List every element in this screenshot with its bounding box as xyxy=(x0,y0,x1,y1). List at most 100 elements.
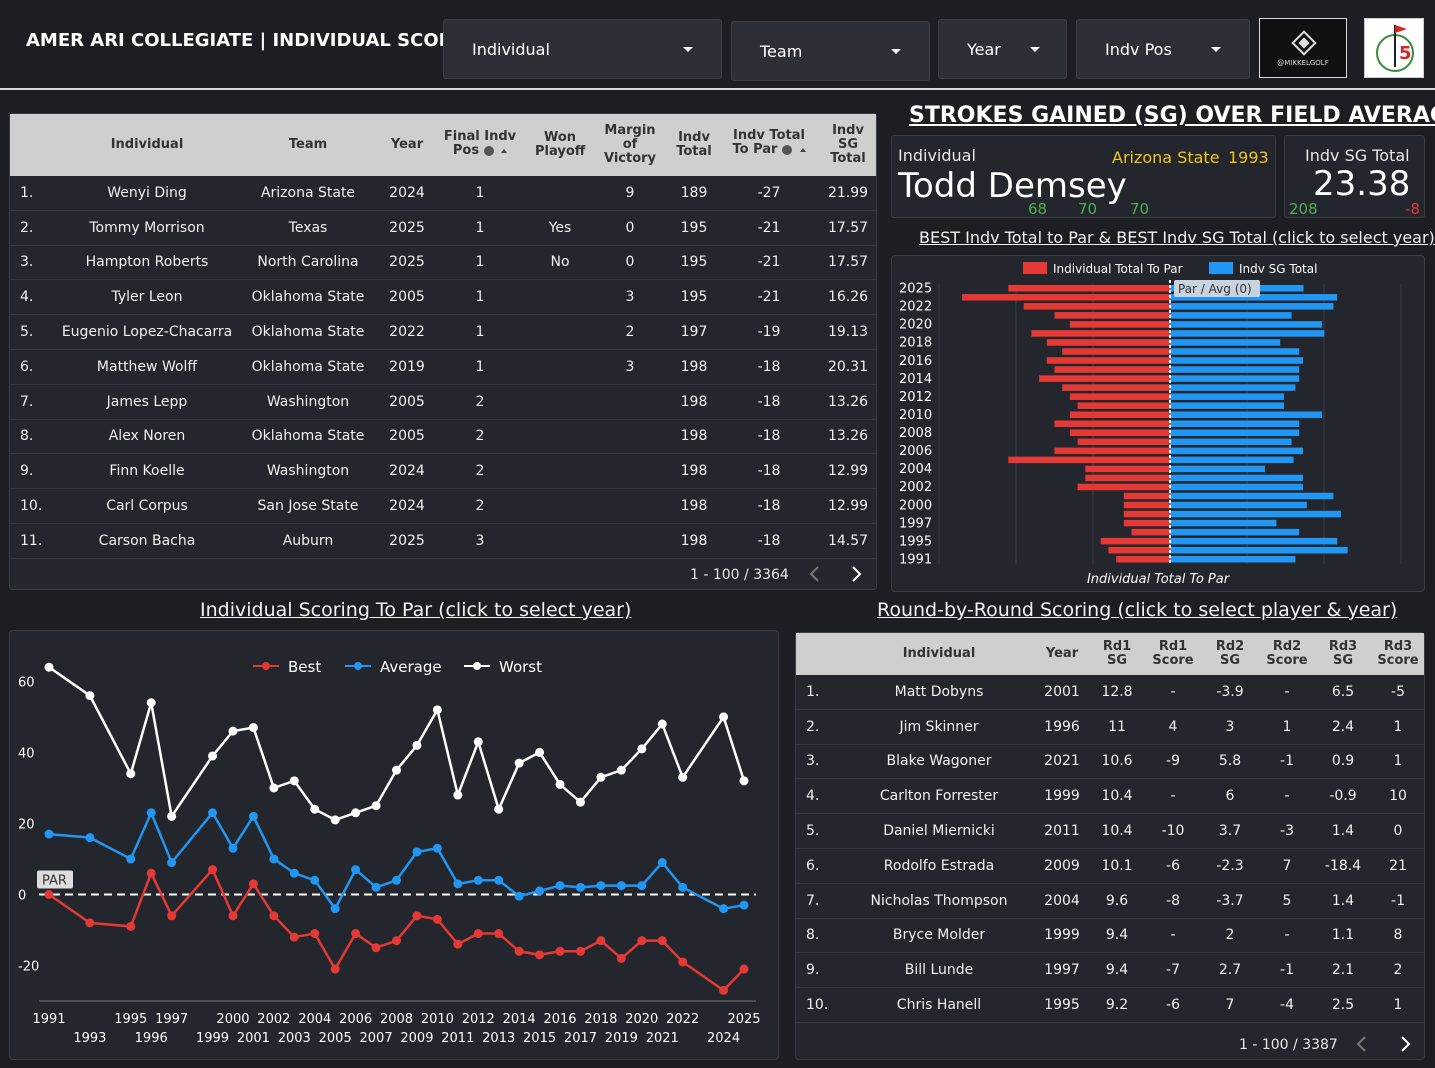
table-row[interactable]: 4. Carlton Forrester 1999 10.4 - 6 - -0.9 10 xyxy=(796,779,1424,815)
table-row[interactable]: 7. James Lepp Washington 2005 2 198 -18 13.26 xyxy=(10,385,876,420)
col-to-par[interactable]: Indv Total To Par xyxy=(732,128,806,157)
cell-final-pos: 1 xyxy=(475,184,485,201)
cell-individual: Wenyi Ding xyxy=(107,184,187,201)
y-tick-label: 2025 xyxy=(899,282,932,297)
col-team[interactable]: Team xyxy=(288,137,328,152)
next-page-icon[interactable] xyxy=(1396,1035,1414,1053)
col-year[interactable]: Year xyxy=(390,137,424,152)
data-point-worst xyxy=(85,691,95,701)
table-row[interactable]: 4. Tyler Leon Oklahoma State 2005 1 3 195 -21 16… xyxy=(10,280,876,316)
table-row[interactable]: 9. Finn Koelle Washington 2024 2 198 -18 12.99 xyxy=(10,454,876,490)
team-filter-dropdown[interactable]: Team xyxy=(731,21,930,81)
scoring-to-par-line-chart[interactable]: Best Average Worst 60 40 20 0 -20 PAR 1991 1995 199… xyxy=(10,631,778,1059)
data-point-average xyxy=(44,829,54,839)
col-individual[interactable]: Individual xyxy=(110,137,184,152)
col-rd3-sg[interactable]: Rd3 SG xyxy=(1328,639,1358,668)
cell-team: Oklahoma State xyxy=(251,428,365,445)
legend-swatch-to-par xyxy=(1023,262,1047,274)
data-point-best xyxy=(616,953,626,963)
cell-indv-total: 198 xyxy=(680,463,708,480)
position-filter-dropdown[interactable]: Indv Pos xyxy=(1076,19,1250,79)
data-point-average xyxy=(616,881,626,891)
pagination-label: 1 - 100 / 3364 xyxy=(690,567,789,583)
mikkelgolf-logo[interactable]: @MIKKELGOLF xyxy=(1259,18,1347,78)
table-row[interactable]: 10. Chris Hanell 1995 9.2 -6 7 -4 2.5 1 xyxy=(796,988,1424,1023)
col-rd1-sg[interactable]: Rd1 SG xyxy=(1102,639,1132,668)
cell-individual: Eugenio Lopez-Chacarra xyxy=(61,324,233,341)
table-row[interactable]: 6. Matthew Wolff Oklahoma State 2019 1 3 198 -1… xyxy=(10,350,876,385)
cell-sg-total: 19.13 xyxy=(827,324,869,341)
col-rd1-score[interactable]: Rd1 Score xyxy=(1152,639,1194,668)
table-row[interactable]: 7. Nicholas Thompson 2004 9.6 -8 -3.7 5 1.4 -1 xyxy=(796,884,1424,919)
x-tick-label: 2007 xyxy=(360,1031,393,1046)
col-indv-total[interactable]: Indv Total xyxy=(676,130,712,159)
individual-filter-dropdown[interactable]: Individual xyxy=(443,19,722,79)
bar-to-par xyxy=(1069,393,1170,400)
table-row[interactable]: 6. Rodolfo Estrada 2009 10.1 -6 -2.3 7 -18.4 21 xyxy=(796,849,1424,884)
table-row[interactable]: 5. Daniel Miernicki 2011 10.4 -10 3.7 -3 1.4 0 xyxy=(796,814,1424,849)
table-row[interactable]: 5. Eugenio Lopez-Chacarra Oklahoma State 20… xyxy=(10,315,876,350)
data-point-best xyxy=(535,950,545,960)
table-row[interactable]: 1. Wenyi Ding Arizona State 2024 1 9 189 -27 21.… xyxy=(10,176,876,211)
col-sg-total[interactable]: Indv SG Total xyxy=(830,123,866,166)
cell-indv-total: 197 xyxy=(680,324,708,341)
prev-page-icon[interactable] xyxy=(1353,1035,1371,1053)
cell-sg-total: 13.26 xyxy=(827,393,869,410)
bar-to-par xyxy=(1069,321,1170,328)
data-point-best xyxy=(167,911,177,921)
cell-rd3-sg: 2.5 xyxy=(1331,997,1355,1014)
year-filter-dropdown[interactable]: Year xyxy=(938,19,1067,79)
best-chart-title[interactable]: BEST Indv Total to Par & BEST Indv SG To… xyxy=(919,228,1435,247)
table-row[interactable]: 3. Blake Wagoner 2021 10.6 -9 5.8 -1 0.9 1 xyxy=(796,745,1424,780)
table-row[interactable]: 10. Carl Corpus San Jose State 2024 2 198 -18 1… xyxy=(10,489,876,524)
col-rd2-sg[interactable]: Rd2 SG xyxy=(1215,639,1245,668)
y-tick-label: -20 xyxy=(18,959,39,974)
data-point-average xyxy=(678,882,688,892)
col-rd3-score[interactable]: Rd3 Score xyxy=(1377,639,1419,668)
col-rr-year[interactable]: Year xyxy=(1045,646,1079,661)
cell-sg-total: 17.57 xyxy=(827,254,869,271)
col-rd2-score[interactable]: Rd2 Score xyxy=(1266,639,1308,668)
scoring-chart-title[interactable]: Individual Scoring To Par (click to sele… xyxy=(200,599,632,621)
data-point-average xyxy=(146,808,156,818)
cell-sg-total: 13.26 xyxy=(827,428,869,445)
data-point-average xyxy=(167,858,177,868)
table-row[interactable]: 2. Jim Skinner 1996 11 4 3 1 2.4 1 xyxy=(796,710,1424,745)
help-icon[interactable] xyxy=(483,145,494,156)
prev-page-icon[interactable] xyxy=(806,565,824,583)
cell-rd3-score: -1 xyxy=(1391,892,1405,909)
cell-to-par: -27 xyxy=(757,184,781,201)
help-icon[interactable] xyxy=(781,144,792,155)
chevron-down-icon xyxy=(683,47,693,52)
data-point-worst xyxy=(739,776,749,786)
x-tick-label: 2025 xyxy=(727,1012,760,1027)
tournament-logo[interactable]: 5 xyxy=(1364,18,1424,78)
round-pagination-label: 1 - 100 / 3387 xyxy=(1239,1037,1338,1053)
round-section-title[interactable]: Round-by-Round Scoring (click to select … xyxy=(877,599,1398,621)
cell-year: 2011 xyxy=(1044,823,1080,840)
col-rr-individual[interactable]: Individual xyxy=(902,646,976,661)
table-row[interactable]: 8. Bryce Molder 1999 9.4 - 2 - 1.1 8 xyxy=(796,919,1424,954)
col-won-playoff[interactable]: Won Playoff xyxy=(535,130,586,159)
table-row[interactable]: 11. Carson Bacha Auburn 2025 3 198 -18 14.57 xyxy=(10,524,876,559)
data-point-best xyxy=(412,911,422,921)
round1-score: 68 xyxy=(1028,200,1048,218)
y-tick-label: 2008 xyxy=(899,426,932,441)
data-point-worst xyxy=(248,723,258,733)
bar-sg-total xyxy=(1170,438,1292,446)
cell-rd1-sg: 11 xyxy=(1108,718,1126,735)
cell-rd1-score: -10 xyxy=(1161,823,1185,840)
table-row[interactable]: 9. Bill Lunde 1997 9.4 -7 2.7 -1 2.1 2 xyxy=(796,953,1424,989)
col-final-pos[interactable]: Final Indv Pos xyxy=(443,129,517,158)
bar-sg-total xyxy=(1170,393,1284,400)
data-point-average xyxy=(473,875,483,885)
table-row[interactable]: 8. Alex Noren Oklahoma State 2005 2 198 -18 13.… xyxy=(10,420,876,455)
table-row[interactable]: 2. Tommy Morrison Texas 2025 1 Yes 0 195 -21 17.5… xyxy=(10,211,876,246)
next-page-icon[interactable] xyxy=(847,565,865,583)
cell-sg-total: 14.57 xyxy=(827,532,869,549)
table-row[interactable]: 3. Hampton Roberts North Carolina 2025 1 No 0 1… xyxy=(10,246,876,281)
table-row[interactable]: 1. Matt Dobyns 2001 12.8 - -3.9 - 6.5 -5 xyxy=(796,675,1424,710)
cell-year: 2022 xyxy=(389,324,425,341)
best-scores-bar-chart[interactable]: Individual Total To Par Indv SG Total 2025… xyxy=(892,256,1424,591)
col-margin[interactable]: Margin of Victory xyxy=(603,123,657,166)
